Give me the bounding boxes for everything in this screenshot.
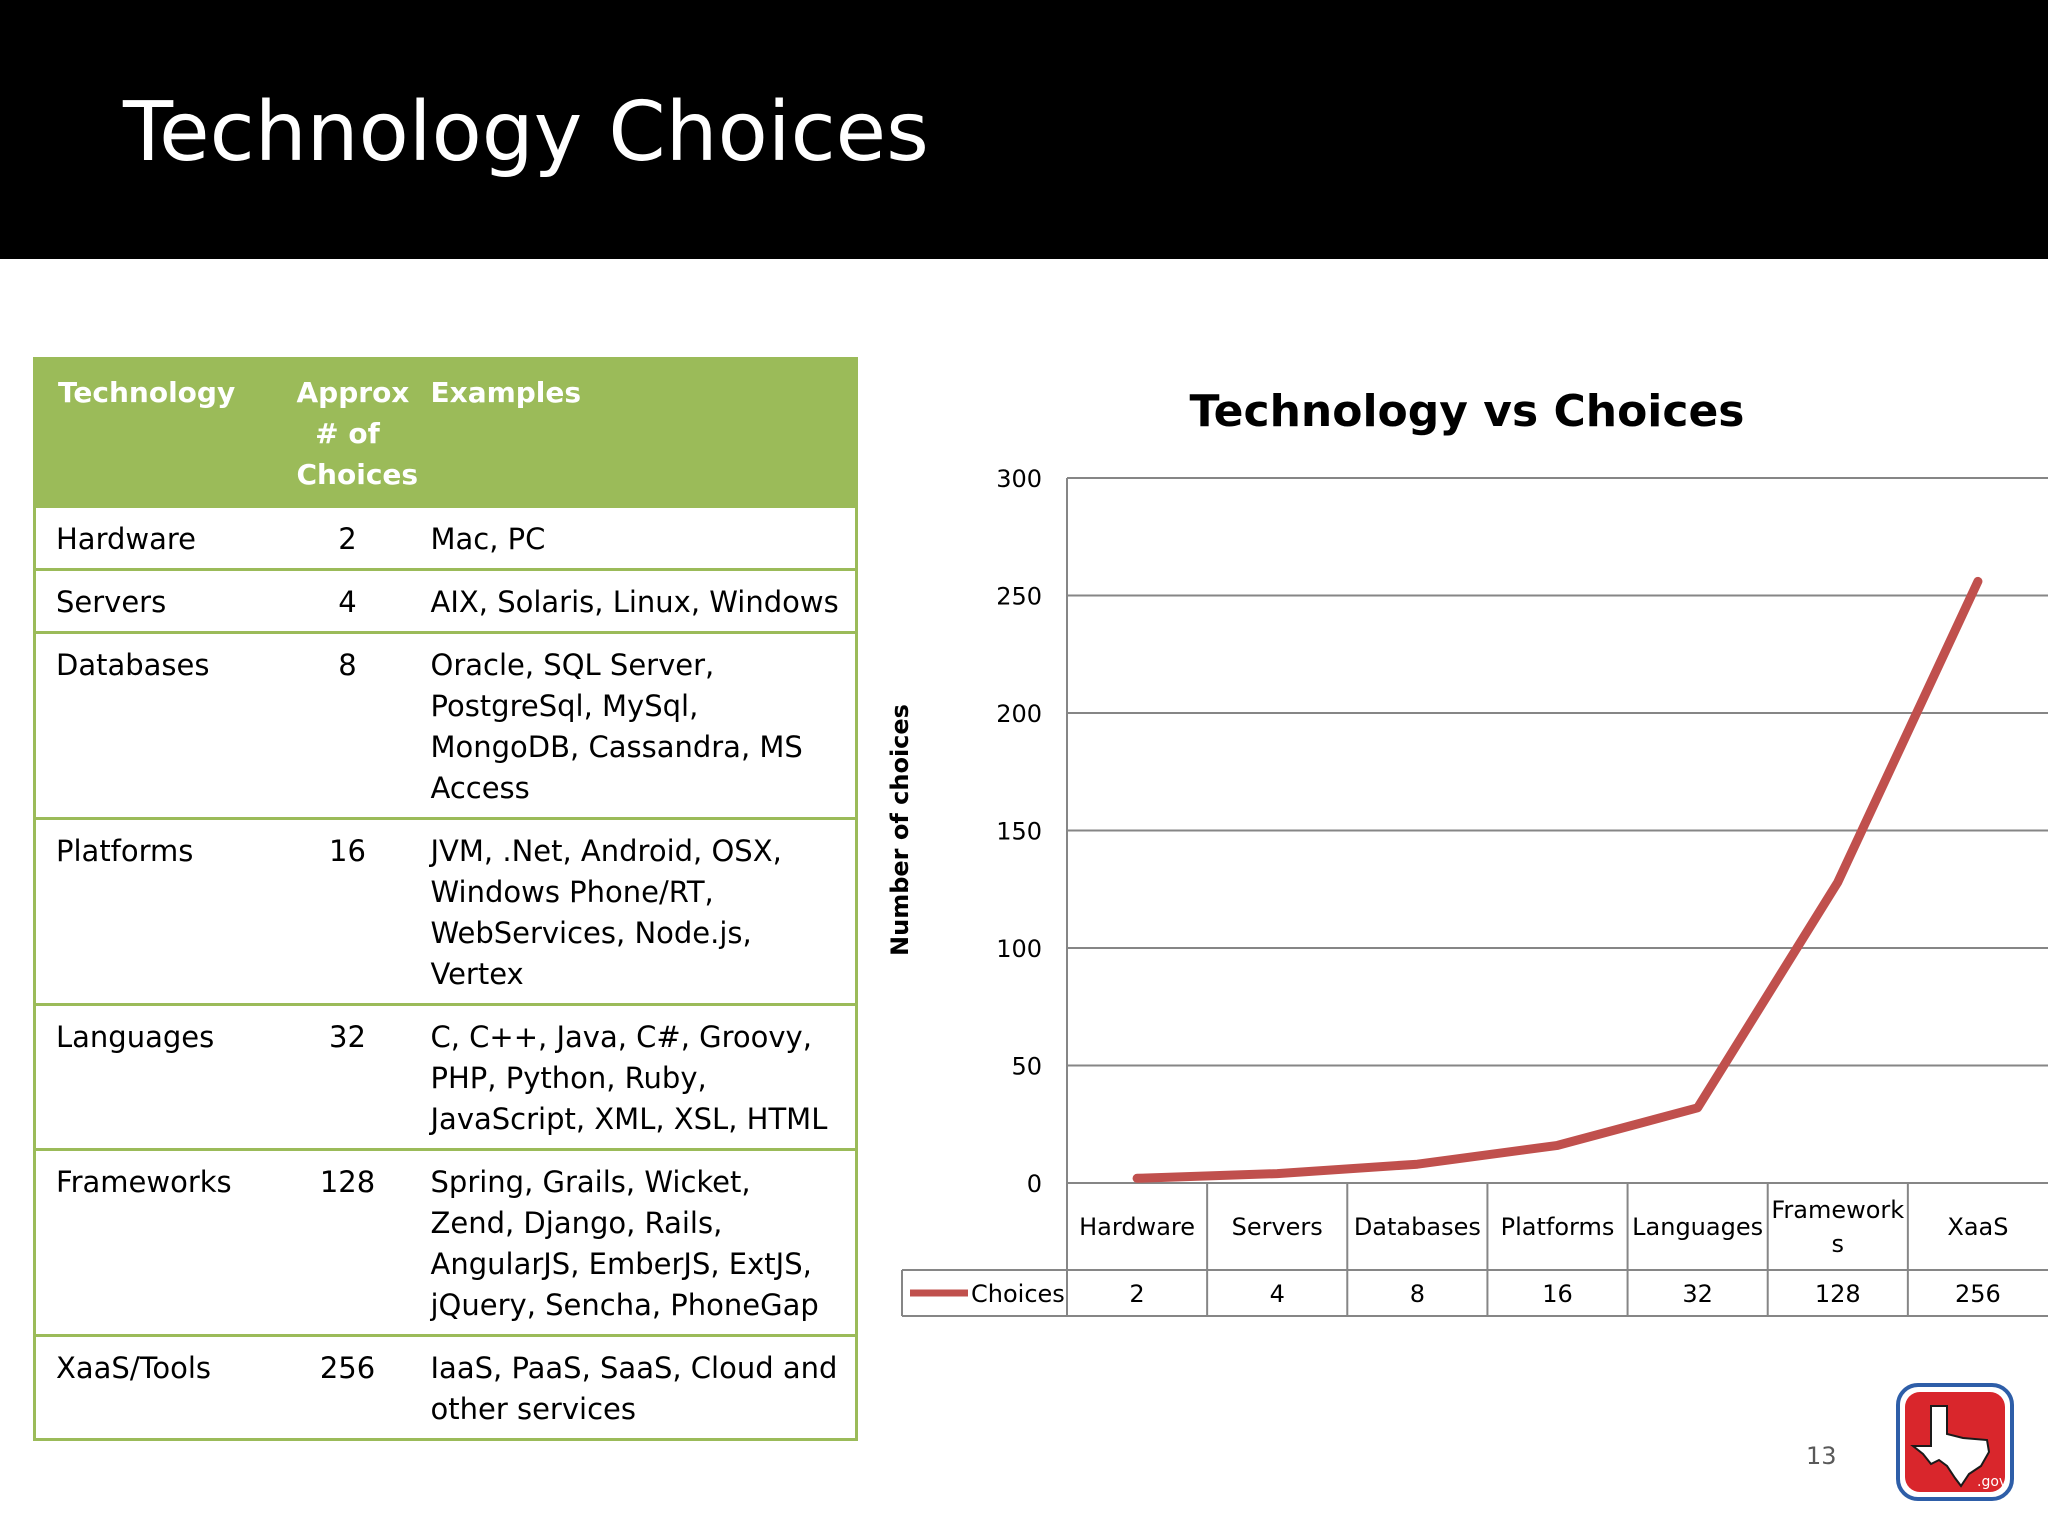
y-tick-label: 250 [996, 583, 1042, 611]
texas-shape-icon [1910, 1405, 1991, 1488]
data-point [1416, 1163, 1419, 1166]
data-point [1836, 881, 1839, 884]
table-header-row: Technology Approx # of Choices Examples [34, 358, 857, 507]
header-approx-choices: Approx # of Choices [282, 358, 418, 507]
data-table-value: 4 [1270, 1280, 1285, 1308]
cell-examples: AIX, Solaris, Linux, Windows [412, 568, 857, 633]
data-point [1276, 1172, 1279, 1175]
category-labels: Hardware Servers Databases Platforms Languag… [1079, 1196, 2008, 1258]
cell-technology: Servers [34, 568, 283, 633]
category-label: Framework s [1771, 1196, 1904, 1258]
y-tick-label: 100 [996, 935, 1042, 963]
y-tick-label: 150 [996, 818, 1042, 846]
category-label-part: Framework [1771, 1196, 1904, 1224]
y-tick-label: 300 [996, 465, 1042, 493]
data-table-value: 128 [1815, 1280, 1861, 1308]
y-tick-labels: 0 50 100 150 200 250 300 [996, 465, 1042, 1198]
data-table-value: 8 [1410, 1280, 1425, 1308]
series-choices [1132, 576, 1983, 1183]
cell-count: 128 [282, 1148, 413, 1336]
cell-technology: Platforms [34, 817, 283, 1005]
page-number: 13 [1806, 1442, 1837, 1470]
table-row: Languages 32 C, C++, Java, C#, Groovy, P… [34, 1003, 857, 1150]
cell-examples: Spring, Grails, Wicket, Zend, Django, Ra… [412, 1148, 857, 1336]
cell-technology: XaaS/Tools [34, 1334, 283, 1440]
cell-count: 32 [282, 1003, 413, 1150]
table-row: XaaS/Tools 256 IaaS, PaaS, SaaS, Cloud a… [34, 1334, 857, 1440]
data-point [1556, 1144, 1559, 1147]
data-point [1976, 580, 1979, 583]
cell-technology: Languages [34, 1003, 283, 1150]
y-tick-label: 50 [1011, 1053, 1042, 1081]
table-row: Hardware 2 Mac, PC [34, 505, 857, 570]
cell-count: 2 [282, 505, 413, 570]
line-chart: Technology vs Choices Number of choices … [886, 386, 2048, 1317]
category-label: XaaS [1947, 1213, 2008, 1241]
cell-technology: Hardware [34, 505, 283, 570]
legend-label: Choices [971, 1280, 1065, 1308]
y-axis-label: Number of choices [886, 704, 914, 956]
slide-title: Technology Choices [123, 85, 929, 180]
cell-count: 4 [282, 568, 413, 633]
technology-table: Technology Approx # of Choices Examples … [33, 357, 858, 1441]
header-examples: Examples [412, 358, 857, 507]
category-label: Hardware [1079, 1213, 1195, 1241]
cell-examples: Mac, PC [412, 505, 857, 570]
series-line [1132, 576, 1983, 1183]
chart-data-table: Choices 2 4 8 16 32 128 256 [901, 1183, 2048, 1317]
category-label: Languages [1632, 1213, 1763, 1241]
y-tick-label: 200 [996, 700, 1042, 728]
logo-gov-text: .gov [1977, 1474, 2007, 1490]
data-table-value: 256 [1955, 1280, 2001, 1308]
cell-examples: JVM, .Net, Android, OSX, Windows Phone/R… [412, 817, 857, 1005]
data-table-value: 16 [1542, 1280, 1573, 1308]
texas-gov-logo: .gov [1896, 1383, 2014, 1501]
data-table-value: 32 [1682, 1280, 1713, 1308]
gridlines [1066, 477, 2048, 1316]
data-point [1696, 1106, 1699, 1109]
title-bar: Technology Choices [0, 0, 2048, 259]
category-label-part: s [1832, 1230, 1845, 1258]
cell-technology: Databases [34, 631, 283, 819]
category-label: Platforms [1501, 1213, 1615, 1241]
category-label: Servers [1232, 1213, 1323, 1241]
table-row: Servers 4 AIX, Solaris, Linux, Windows [34, 568, 857, 633]
cell-count: 16 [282, 817, 413, 1005]
cell-examples: C, C++, Java, C#, Groovy, PHP, Python, R… [412, 1003, 857, 1150]
data-table-value: 2 [1129, 1280, 1144, 1308]
table-row: Frameworks 128 Spring, Grails, Wicket, Z… [34, 1148, 857, 1336]
cell-examples: Oracle, SQL Server, PostgreSql, MySql, M… [412, 631, 857, 819]
cell-count: 256 [282, 1334, 413, 1440]
header-technology: Technology [34, 358, 283, 507]
table-row: Platforms 16 JVM, .Net, Android, OSX, Wi… [34, 817, 857, 1005]
chart-title: Technology vs Choices [1189, 386, 1744, 437]
cell-examples: IaaS, PaaS, SaaS, Cloud and other servic… [412, 1334, 857, 1440]
cell-technology: Frameworks [34, 1148, 283, 1336]
data-point [1136, 1177, 1139, 1180]
table-row: Databases 8 Oracle, SQL Server, PostgreS… [34, 631, 857, 819]
y-tick-label: 0 [1027, 1170, 1042, 1198]
category-label: Databases [1354, 1213, 1481, 1241]
cell-count: 8 [282, 631, 413, 819]
